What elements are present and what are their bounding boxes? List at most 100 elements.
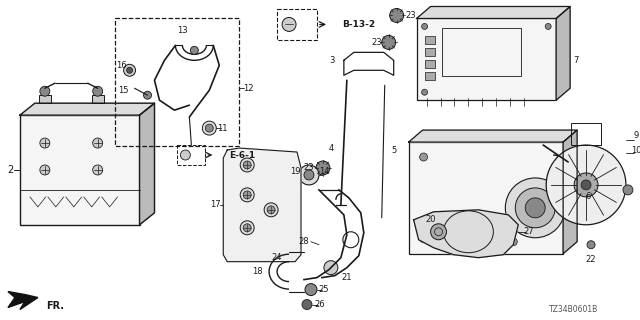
Text: 4: 4 <box>328 144 333 153</box>
Circle shape <box>40 165 50 175</box>
Polygon shape <box>20 103 154 115</box>
Circle shape <box>304 170 314 180</box>
Text: 2: 2 <box>7 165 13 175</box>
Text: B-13-2: B-13-2 <box>342 20 376 29</box>
Circle shape <box>431 224 447 240</box>
Circle shape <box>302 300 312 309</box>
Circle shape <box>581 180 591 190</box>
Polygon shape <box>556 6 570 100</box>
Circle shape <box>546 145 626 225</box>
Bar <box>442 28 521 76</box>
Circle shape <box>299 165 319 185</box>
Polygon shape <box>223 148 301 262</box>
Bar <box>92 95 104 103</box>
Text: 10: 10 <box>630 146 640 155</box>
Text: 7: 7 <box>573 56 579 65</box>
Circle shape <box>243 161 251 169</box>
Circle shape <box>420 153 428 161</box>
Circle shape <box>316 161 330 175</box>
Bar <box>277 9 317 40</box>
Circle shape <box>515 188 555 228</box>
Circle shape <box>506 178 565 238</box>
Bar <box>39 95 51 103</box>
Text: E-6-1: E-6-1 <box>229 150 255 159</box>
Text: 9: 9 <box>633 131 639 140</box>
Text: 25: 25 <box>319 285 329 294</box>
Circle shape <box>324 261 338 275</box>
Polygon shape <box>409 130 577 142</box>
Circle shape <box>420 235 428 243</box>
Circle shape <box>180 150 190 160</box>
Bar <box>424 48 435 56</box>
Circle shape <box>282 18 296 31</box>
Circle shape <box>93 138 102 148</box>
Circle shape <box>240 158 254 172</box>
Polygon shape <box>417 6 570 19</box>
Text: 21: 21 <box>342 273 352 282</box>
Text: 11: 11 <box>217 124 227 132</box>
Bar <box>409 142 563 254</box>
Circle shape <box>481 238 490 246</box>
Circle shape <box>93 165 102 175</box>
Text: 23: 23 <box>371 38 382 47</box>
Polygon shape <box>8 292 38 309</box>
Circle shape <box>267 206 275 214</box>
Text: 15: 15 <box>118 86 129 95</box>
Circle shape <box>422 23 428 29</box>
Bar <box>417 19 556 100</box>
Circle shape <box>305 284 317 296</box>
Circle shape <box>509 238 517 246</box>
Circle shape <box>40 86 50 96</box>
Text: 18: 18 <box>252 267 262 276</box>
Circle shape <box>264 203 278 217</box>
Circle shape <box>390 9 404 22</box>
Text: 13: 13 <box>177 26 188 35</box>
Circle shape <box>205 124 213 132</box>
Text: 19: 19 <box>290 167 300 176</box>
Text: 5: 5 <box>391 146 396 155</box>
Circle shape <box>381 36 396 49</box>
Text: 16: 16 <box>116 61 127 70</box>
Text: 3: 3 <box>329 56 335 65</box>
Text: 22: 22 <box>586 255 596 264</box>
Circle shape <box>40 138 50 148</box>
Circle shape <box>93 86 102 96</box>
Text: 24: 24 <box>272 253 282 262</box>
Bar <box>115 19 239 146</box>
Bar <box>424 36 435 44</box>
Circle shape <box>574 173 598 197</box>
Text: 12: 12 <box>243 84 253 93</box>
Bar <box>20 115 140 225</box>
Text: 23: 23 <box>303 164 314 172</box>
Circle shape <box>190 46 198 54</box>
Bar <box>177 145 205 165</box>
Text: TZ34B0601B: TZ34B0601B <box>548 305 598 314</box>
Circle shape <box>240 188 254 202</box>
Text: 28: 28 <box>299 237 309 246</box>
Text: 17: 17 <box>210 200 221 209</box>
Text: 23: 23 <box>405 11 416 20</box>
Bar <box>424 60 435 68</box>
Circle shape <box>127 67 132 73</box>
Text: 14: 14 <box>319 167 329 176</box>
Circle shape <box>623 185 633 195</box>
Text: 20: 20 <box>426 215 436 224</box>
Circle shape <box>243 191 251 199</box>
Bar <box>424 72 435 80</box>
Text: 27: 27 <box>523 227 534 236</box>
Bar <box>571 123 601 145</box>
Circle shape <box>587 241 595 249</box>
Polygon shape <box>140 103 154 225</box>
Text: 6: 6 <box>586 192 591 201</box>
Circle shape <box>240 221 254 235</box>
Circle shape <box>525 198 545 218</box>
Circle shape <box>143 91 152 99</box>
Polygon shape <box>563 130 577 254</box>
Circle shape <box>202 121 216 135</box>
Circle shape <box>422 89 428 95</box>
Polygon shape <box>413 210 518 258</box>
Text: 26: 26 <box>315 300 325 309</box>
Circle shape <box>545 23 551 29</box>
Circle shape <box>124 64 136 76</box>
Text: FR.: FR. <box>46 300 64 310</box>
